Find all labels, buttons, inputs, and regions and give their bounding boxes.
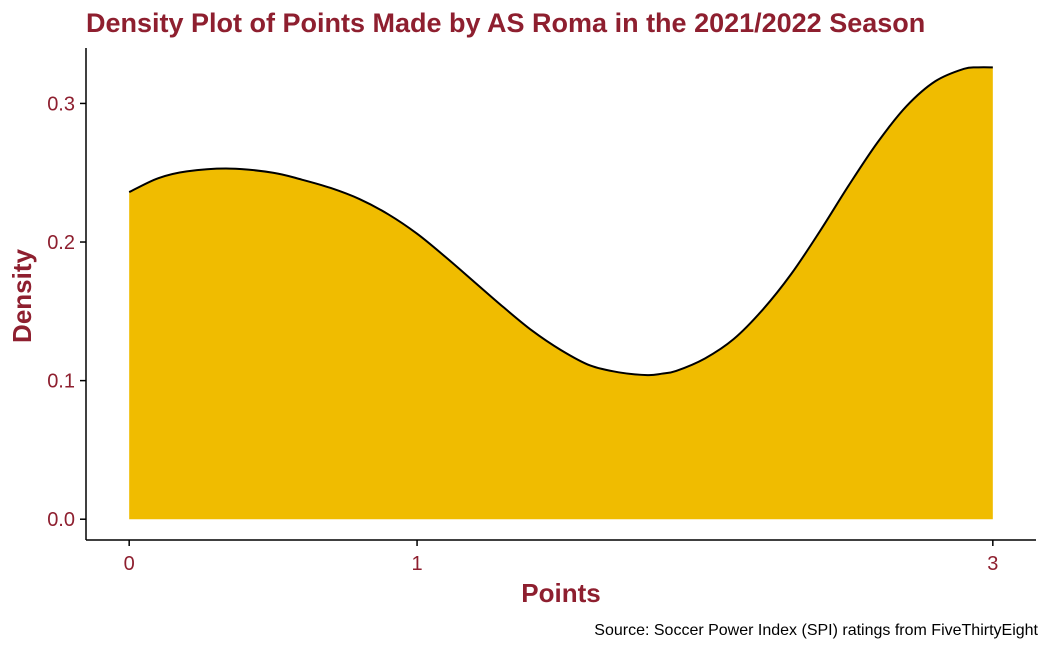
y-tick-label: 0.0: [47, 509, 75, 531]
source-caption: Source: Soccer Power Index (SPI) ratings…: [594, 622, 1038, 639]
y-tick-label: 0.1: [47, 371, 75, 393]
density-area-fill: [129, 67, 993, 520]
x-axis-ticks: 0 1 3: [124, 540, 998, 575]
x-axis-title: Points: [521, 578, 600, 608]
y-axis-title: Density: [7, 249, 37, 343]
y-tick-label: 0.2: [47, 232, 75, 254]
y-tick-label: 0.3: [47, 93, 75, 115]
y-axis-ticks: 0.0 0.1 0.2 0.3: [47, 93, 86, 531]
x-tick-label: 0: [124, 553, 135, 575]
x-tick-label: 1: [411, 553, 422, 575]
density-curve-line: [128, 66, 993, 377]
chart-title: Density Plot of Points Made by AS Roma i…: [86, 8, 925, 38]
plot-area: [128, 66, 993, 520]
x-tick-label: 3: [987, 553, 998, 575]
